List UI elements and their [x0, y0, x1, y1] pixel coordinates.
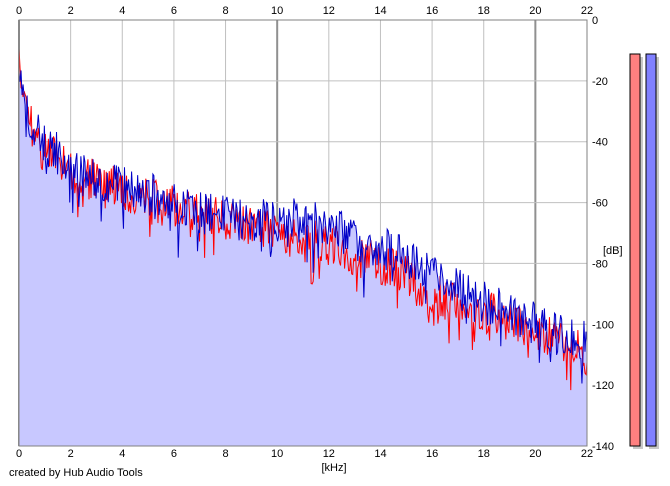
x-tick-label-top: 12 [323, 5, 335, 17]
x-tick-label-bottom: 14 [374, 448, 386, 460]
x-tick-label-bottom: 10 [271, 448, 283, 460]
y-axis-label: [dB] [603, 245, 623, 257]
x-tick-label-top: 2 [68, 5, 74, 17]
x-tick-label-top: 8 [222, 5, 228, 17]
x-axis-label: [kHz] [321, 462, 346, 474]
x-tick-label-bottom: 2 [68, 448, 74, 460]
y-tick-label: -140 [592, 441, 614, 453]
x-tick-label-top: 6 [171, 5, 177, 17]
y-tick-label: 0 [592, 15, 598, 27]
x-tick-label-top: 10 [271, 5, 283, 17]
y-tick-label: -40 [592, 137, 608, 149]
x-tick-label-top: 16 [426, 5, 438, 17]
credit-text: created by Hub Audio Tools [9, 467, 143, 479]
meter-bar-right [645, 53, 657, 447]
x-tick-label-top: 20 [529, 5, 541, 17]
y-tick-label: -80 [592, 258, 608, 270]
plot-frame [18, 19, 588, 447]
meter-bar-left [629, 53, 641, 447]
spectrum-fill [19, 48, 587, 447]
x-tick-label-bottom: 6 [171, 448, 177, 460]
x-tick-label-top: 14 [374, 5, 386, 17]
x-tick-label-top: 4 [119, 5, 125, 17]
level-meters [629, 53, 659, 449]
y-tick-label: -20 [592, 76, 608, 88]
series-line-right [18, 70, 588, 384]
axis-ticks: 002244668810101212141416161818202022220-… [16, 5, 614, 460]
y-tick-label: -100 [592, 319, 614, 331]
spectrum-lines [18, 48, 588, 391]
y-tick-label: -120 [592, 380, 614, 392]
x-tick-label-bottom: 0 [16, 448, 22, 460]
spectrum-area [19, 48, 587, 447]
x-tick-label-bottom: 4 [119, 448, 125, 460]
x-tick-label-bottom: 12 [323, 448, 335, 460]
x-tick-label-bottom: 8 [222, 448, 228, 460]
x-tick-label-top: 0 [16, 5, 22, 17]
y-tick-label: -60 [592, 198, 608, 210]
x-tick-label-top: 18 [478, 5, 490, 17]
x-tick-label-bottom: 16 [426, 448, 438, 460]
x-tick-label-top: 22 [581, 5, 593, 17]
x-tick-label-bottom: 22 [581, 448, 593, 460]
x-tick-label-bottom: 20 [529, 448, 541, 460]
x-tick-label-bottom: 18 [478, 448, 490, 460]
